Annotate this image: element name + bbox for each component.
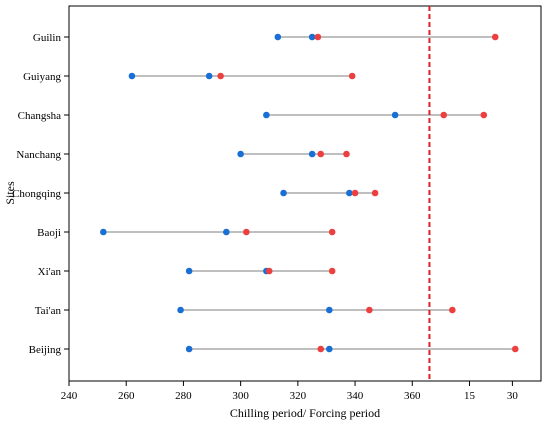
data-point (317, 345, 325, 353)
x-axis: 240 260 280 300 320 340 360 15 30 (61, 381, 519, 402)
data-point (348, 72, 356, 80)
data-point (371, 189, 379, 197)
data-point (391, 111, 399, 119)
x-tick-label: 300 (232, 390, 249, 402)
data-point (314, 33, 322, 41)
x-tick-label: 280 (175, 390, 192, 402)
y-tick-label: Baoji (37, 227, 61, 239)
x-tick-label: 260 (118, 390, 135, 402)
data-point (317, 150, 325, 158)
y-tick-label: Xi'an (38, 266, 62, 278)
x-tick-label: 240 (61, 390, 78, 402)
data-point (128, 72, 136, 80)
y-axis-title: Sites (3, 181, 17, 205)
data-point (511, 345, 519, 353)
data-point (440, 111, 448, 119)
data-point (223, 228, 230, 236)
data-point (265, 267, 273, 275)
data-point (263, 111, 270, 119)
y-tick-label: Nanchang (16, 149, 61, 161)
data-point (351, 189, 359, 197)
data-point (237, 150, 244, 158)
data-point (491, 33, 499, 41)
data-point (274, 33, 282, 41)
y-tick-label: Guiyang (23, 71, 61, 83)
data-point (308, 150, 316, 158)
data-point (280, 189, 287, 197)
data-point (449, 306, 456, 314)
data-point (326, 345, 333, 353)
data-point (205, 72, 213, 80)
x-tick-label: 15 (464, 390, 476, 402)
data-rows (100, 33, 519, 353)
data-point (480, 111, 488, 119)
x-axis-title: Chilling period/ Forcing period (230, 406, 380, 420)
data-point (366, 306, 373, 314)
x-tick-label: 320 (290, 390, 307, 402)
y-tick-label: Tai'an (35, 305, 62, 317)
data-point (328, 267, 336, 275)
x-tick-label: 30 (507, 390, 519, 402)
y-axis: Guilin Guiyang Changsha Nanchang Chongqing Ba… (12, 32, 69, 356)
data-point (185, 345, 193, 353)
data-point (326, 306, 333, 314)
data-point (346, 189, 353, 197)
y-tick-label: Beijing (29, 344, 62, 356)
data-point (217, 72, 224, 80)
data-point (185, 267, 193, 275)
data-point (100, 228, 107, 236)
data-point (177, 306, 184, 314)
data-point (328, 228, 336, 236)
y-tick-label: Guilin (33, 32, 62, 44)
data-point (343, 150, 350, 158)
data-point (243, 228, 250, 236)
x-tick-label: 340 (347, 390, 364, 402)
y-tick-label: Chongqing (12, 188, 61, 200)
x-tick-label: 360 (404, 390, 421, 402)
y-tick-label: Changsha (18, 110, 62, 122)
data-point (308, 33, 316, 41)
